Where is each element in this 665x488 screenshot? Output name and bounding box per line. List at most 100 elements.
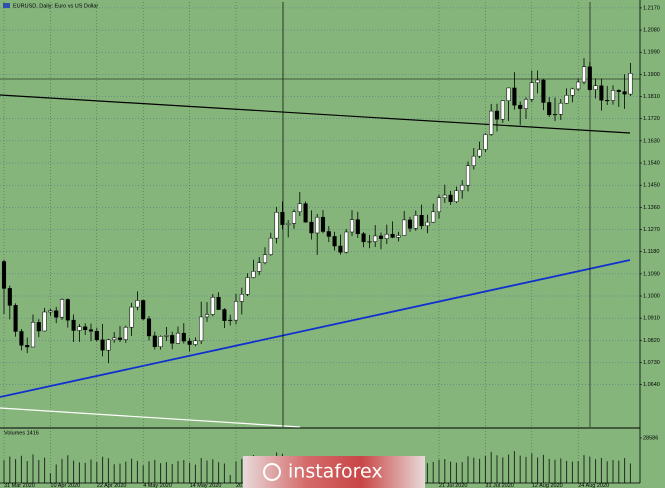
- trend-line: [0, 94, 631, 134]
- candle-body: [564, 95, 569, 104]
- candle-body: [512, 87, 517, 106]
- candle-body: [268, 237, 273, 255]
- candle-body: [257, 262, 262, 272]
- candle-body: [465, 165, 471, 186]
- candle-body: [77, 326, 82, 331]
- candle-body: [436, 197, 442, 213]
- candle-body: [199, 316, 204, 342]
- candle-body: [262, 254, 268, 264]
- candle-body: [141, 300, 146, 320]
- candle-body: [384, 233, 389, 239]
- candle-body: [112, 337, 117, 341]
- y-tick-label: 1.0910: [643, 316, 660, 322]
- trend-line: [0, 407, 301, 428]
- y-tick-label: 1.1630: [643, 138, 660, 144]
- candle-body: [94, 330, 99, 341]
- candle-body: [204, 314, 210, 318]
- candle-body: [407, 219, 413, 229]
- candle-body: [628, 73, 633, 95]
- candle-body: [518, 104, 523, 109]
- candle-body: [42, 311, 47, 332]
- candle-body: [19, 331, 24, 346]
- candle-body: [344, 231, 349, 253]
- candle-body: [326, 231, 331, 237]
- candle-body: [48, 310, 53, 313]
- candle-body: [448, 194, 453, 202]
- candle-body: [187, 340, 192, 345]
- candle-body: [506, 87, 511, 101]
- candle-body: [181, 332, 186, 342]
- candle-body: [361, 233, 366, 243]
- candle-body: [471, 155, 476, 166]
- candle-body: [593, 85, 598, 90]
- candle-body: [396, 235, 401, 238]
- watermark-box: [243, 456, 425, 488]
- candle-body: [297, 203, 302, 213]
- candle-body: [419, 214, 424, 227]
- candle-body: [558, 102, 563, 115]
- x-tick-label: 21 Jul 2020: [439, 483, 467, 488]
- y-tick-label: 1.0730: [643, 360, 660, 366]
- candle-body: [576, 81, 581, 90]
- candle-body: [494, 110, 500, 120]
- candle-body: [541, 79, 546, 103]
- y-tick-label: 1.1810: [643, 94, 660, 100]
- candle-body: [547, 102, 552, 116]
- candle-body: [106, 339, 111, 351]
- candle-body: [164, 335, 169, 337]
- candle-body: [587, 66, 592, 90]
- candle-body: [616, 90, 621, 92]
- candle-body: [552, 114, 558, 116]
- candle-body: [303, 203, 308, 223]
- candle-body: [274, 212, 279, 239]
- candle-body: [7, 288, 12, 306]
- axis-labels: 1.2170 1.2080 1.1990 1.1900 1.1810 1.1720 1.16…: [4, 5, 660, 488]
- candle-body: [523, 99, 529, 109]
- candle-body: [36, 322, 41, 332]
- candle-body: [286, 223, 291, 225]
- y-tick-label: 1.1540: [643, 160, 660, 166]
- y-tick-label: 1.0820: [643, 338, 660, 344]
- candle-body: [535, 79, 540, 84]
- candle-body: [228, 319, 233, 321]
- candle-body: [570, 88, 575, 96]
- candle-body: [59, 299, 65, 318]
- x-tick-label: 31 Mar 2020: [4, 483, 35, 488]
- candle-body: [355, 219, 360, 234]
- candle-body: [581, 66, 587, 83]
- candle-body: [117, 337, 123, 340]
- y-tick-label: 1.1270: [643, 227, 660, 233]
- candle-body: [65, 299, 70, 321]
- candles: [1, 58, 633, 364]
- candle-body: [402, 219, 407, 236]
- candle-body: [251, 271, 256, 278]
- candle-body: [245, 277, 250, 295]
- candle-body: [367, 241, 372, 243]
- candle-body: [373, 235, 378, 242]
- y-tick-label: 1.1360: [643, 205, 660, 211]
- candle-body: [338, 245, 343, 253]
- candle-body: [222, 309, 227, 321]
- y-tick-label: 1.1000: [643, 293, 660, 299]
- candle-body: [71, 319, 76, 331]
- x-tick-label: 12 Aug 2020: [532, 483, 563, 488]
- candle-body: [25, 345, 30, 348]
- candle-body: [54, 310, 59, 318]
- candle-body: [309, 221, 314, 234]
- x-tick-label: 10 Apr 2020: [50, 483, 80, 488]
- candle-body: [216, 296, 221, 310]
- candle-body: [129, 306, 134, 328]
- candle-body: [193, 340, 198, 345]
- x-tick-label: 22 Apr 2020: [97, 483, 127, 488]
- candle-body: [442, 194, 447, 199]
- y-tick-label: 1.1720: [643, 116, 660, 122]
- candle-body: [332, 236, 337, 247]
- y-tick-label: 1.1180: [643, 249, 659, 255]
- candle-body: [135, 300, 140, 308]
- candle-body: [315, 216, 320, 234]
- candle-body: [146, 318, 152, 337]
- candle-body: [239, 294, 244, 302]
